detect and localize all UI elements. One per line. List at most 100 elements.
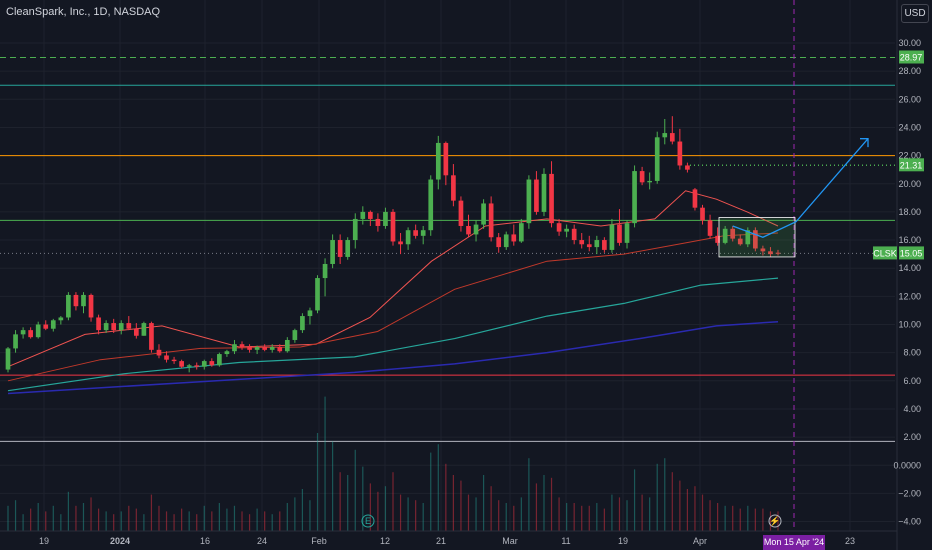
- ticker-badge: [873, 246, 897, 260]
- candle-body: [662, 133, 668, 138]
- volume-bar: [709, 500, 711, 531]
- candle-body: [692, 189, 698, 208]
- candle-body: [96, 317, 101, 331]
- candle-body: [35, 324, 41, 338]
- price-axis[interactable]: 30.00 28.00 26.00 24.00 22.00 20.00 18.00 16.00…: [873, 0, 924, 550]
- candle-body: [352, 218, 358, 241]
- volume-bar: [354, 449, 356, 531]
- volume-bar: [566, 503, 568, 531]
- volume-bar: [196, 514, 198, 531]
- candle-body: [368, 211, 373, 219]
- candle-body: [760, 248, 766, 252]
- candle-body: [481, 203, 486, 225]
- time-tick-label: 19: [618, 536, 628, 546]
- candle-body: [639, 171, 645, 183]
- volume-bar: [22, 514, 24, 531]
- candle-body: [768, 251, 773, 255]
- volume-bar: [649, 497, 651, 531]
- volume-bar: [415, 500, 417, 531]
- time-tick-label: Apr: [693, 536, 707, 546]
- volume-bar: [150, 494, 153, 531]
- candle-body: [602, 240, 607, 250]
- price-tick-label: 22.00: [898, 151, 921, 161]
- volume-bar: [686, 489, 689, 531]
- time-tick-label: 23: [845, 536, 855, 546]
- volume-bar: [301, 489, 304, 531]
- last-price-badge: [899, 246, 924, 260]
- candle-body: [126, 323, 132, 329]
- lightning-icon-glyph: ⚡: [769, 515, 780, 527]
- price-tick-label: 2.00: [903, 432, 921, 442]
- crosshair-date-label: Mon 15 Apr '24: [763, 535, 825, 550]
- volume-bar: [460, 480, 462, 531]
- volume-bar: [37, 503, 39, 531]
- candle-body: [81, 294, 86, 307]
- volume-bar: [316, 433, 319, 531]
- ma-mid-line: [7, 232, 779, 382]
- candle-body: [103, 323, 109, 331]
- candle-body: [5, 348, 11, 370]
- currency-button[interactable]: USD: [901, 4, 929, 23]
- time-tick-label: Mar: [502, 536, 518, 546]
- volume-bar: [362, 466, 364, 531]
- earnings-icon-glyph: E: [365, 516, 371, 526]
- candle-body: [473, 224, 479, 235]
- volume-bar: [520, 497, 522, 531]
- time-tick-label: Feb: [311, 536, 327, 546]
- price-tick-label: 14.00: [898, 263, 921, 273]
- candle-body: [715, 235, 720, 243]
- candle-body: [43, 324, 49, 329]
- candle-body: [609, 224, 615, 250]
- candle-body: [669, 133, 675, 142]
- volume-bar: [60, 514, 62, 531]
- candle-body: [722, 228, 728, 243]
- volume-bar: [777, 511, 779, 531]
- candle-body: [677, 141, 683, 166]
- earnings-icon-circle: [361, 514, 375, 528]
- volume-bar: [339, 472, 341, 531]
- volume-bar: [694, 486, 696, 531]
- ma-long-line: [7, 320, 779, 395]
- volume-bar: [762, 508, 764, 531]
- candle-body: [269, 347, 275, 350]
- candle-body: [488, 203, 494, 238]
- volume-bar: [286, 503, 288, 531]
- candle-body: [277, 347, 283, 352]
- candle-body: [745, 230, 751, 245]
- volume-bars: [7, 396, 779, 531]
- candle-body: [360, 211, 366, 219]
- time-tick-label: 19: [39, 536, 49, 546]
- volume-bar: [188, 511, 190, 531]
- ticker-badge-text: CLSK: [873, 248, 897, 258]
- candle-body: [20, 330, 26, 335]
- volume-bar: [264, 511, 266, 531]
- earnings-icon: E: [361, 514, 375, 528]
- volume-bar: [747, 505, 749, 531]
- volume-bar: [656, 463, 658, 531]
- volume-bar: [505, 503, 507, 531]
- candle-body: [149, 323, 154, 350]
- candle-body: [730, 228, 736, 239]
- candle-body: [549, 173, 554, 224]
- volume-bar: [113, 514, 115, 531]
- volume-bar: [203, 505, 205, 531]
- candle-body: [247, 347, 252, 350]
- drawings[interactable]: [718, 0, 869, 531]
- price-tick-label: 16.00: [898, 235, 921, 245]
- projection-arrow: [732, 138, 869, 238]
- time-axis[interactable]: 19 2024 16 24 Feb 12 21 Mar 11 19 Apr 23 E ⚡: [0, 514, 897, 546]
- moving-averages: [7, 190, 779, 395]
- candle-body: [496, 237, 502, 248]
- volume-bar: [422, 503, 424, 531]
- candle-body: [13, 334, 18, 349]
- candle-body: [654, 137, 660, 181]
- volume-bar: [97, 508, 100, 531]
- candle-body: [466, 225, 471, 235]
- candle-body: [775, 252, 781, 254]
- volume-bar: [724, 505, 726, 531]
- last-price-badge-text: 15.05: [900, 248, 923, 258]
- volume-bar: [173, 514, 175, 531]
- volume-bar: [165, 511, 168, 531]
- volume-bar: [143, 514, 145, 531]
